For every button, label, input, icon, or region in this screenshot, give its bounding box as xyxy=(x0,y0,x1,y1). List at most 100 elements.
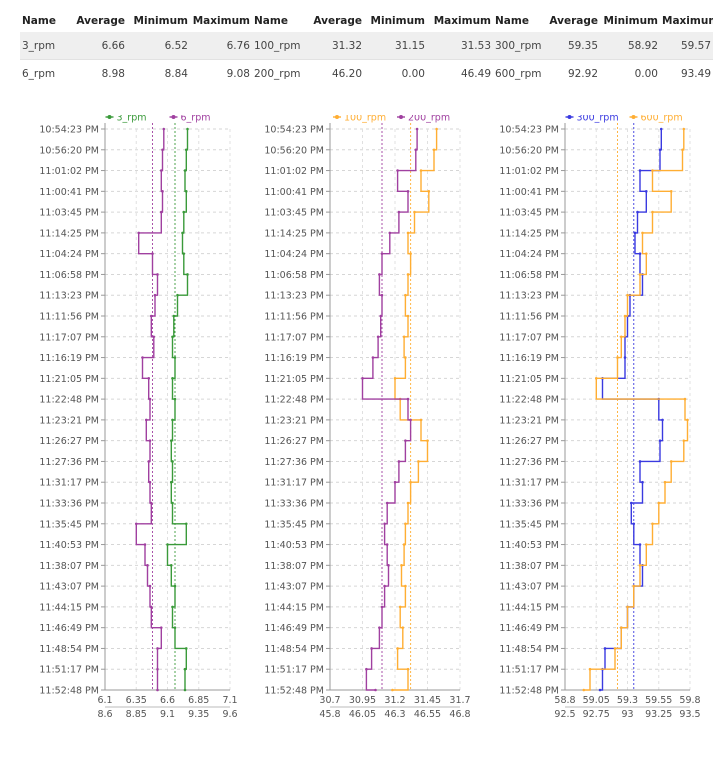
data-point xyxy=(380,252,384,255)
data-point xyxy=(147,377,151,380)
series-line-6_rpm xyxy=(135,129,165,690)
category-label: 11:00:41 PM xyxy=(499,187,559,198)
data-point xyxy=(603,647,607,650)
category-label: 11:44:15 PM xyxy=(499,602,559,613)
data-point xyxy=(148,439,152,442)
category-label: 11:38:07 PM xyxy=(264,561,324,572)
series-line-100_rpm xyxy=(392,129,438,691)
stat-cell: 31.15 xyxy=(364,32,427,60)
stat-cell: 59.35 xyxy=(541,32,600,60)
data-point xyxy=(409,480,412,484)
category-label: 10:56:20 PM xyxy=(39,145,99,156)
axis-1-tick-label: 59.05 xyxy=(583,695,610,706)
category-label: 11:26:27 PM xyxy=(264,436,324,447)
data-point xyxy=(378,626,381,629)
category-label: 11:22:48 PM xyxy=(499,395,559,406)
data-point xyxy=(402,335,406,339)
data-point xyxy=(172,314,176,318)
data-point xyxy=(435,127,438,131)
category-label: 11:14:25 PM xyxy=(39,228,99,239)
category-label: 11:22:48 PM xyxy=(264,395,324,406)
legend: 100_rpm 200_rpm xyxy=(333,115,450,124)
category-label: 11:52:48 PM xyxy=(39,686,99,697)
legend-marker xyxy=(107,115,112,119)
data-point xyxy=(406,190,410,193)
data-point xyxy=(409,252,412,255)
axis-2-tick-label: 46.8 xyxy=(449,709,470,720)
data-point xyxy=(633,231,637,235)
stat-cell: 93.49 xyxy=(660,59,713,87)
axis-1-tick-label: 31.7 xyxy=(449,695,470,706)
category-label: 11:51:17 PM xyxy=(39,665,99,676)
category-label: 11:26:27 PM xyxy=(499,436,559,447)
category-label: 10:54:23 PM xyxy=(39,125,99,136)
data-point xyxy=(148,480,152,484)
data-point xyxy=(638,252,642,255)
axis-1-tick-label: 59.8 xyxy=(679,695,700,706)
data-point xyxy=(404,584,407,588)
data-point xyxy=(184,522,188,526)
data-point xyxy=(182,210,186,214)
axis-2-tick-label: 46.3 xyxy=(384,709,405,720)
stat-cell: 8.84 xyxy=(127,59,190,87)
data-point xyxy=(361,377,364,380)
series-line-600_rpm xyxy=(583,129,689,691)
axis-1-tick-label: 31.45 xyxy=(414,695,441,706)
data-point xyxy=(659,127,663,131)
data-point xyxy=(626,605,629,609)
data-point xyxy=(396,647,399,650)
data-point xyxy=(404,293,407,297)
data-point xyxy=(171,335,174,339)
data-point xyxy=(402,543,406,546)
legend-marker xyxy=(631,115,636,119)
chart-panel-1: 10:54:23 PM 10:56:20 PM 11:01:02 PM 11:00:4… xyxy=(39,115,238,720)
category-label: 11:40:53 PM xyxy=(499,540,559,551)
data-point xyxy=(419,418,423,422)
stat-cell: 58.92 xyxy=(600,32,660,60)
axis-2-tick-label: 9.35 xyxy=(188,709,209,720)
stats-header-row: Name Average Minimum Maximum Name Averag… xyxy=(20,10,713,32)
category-label: 11:22:48 PM xyxy=(39,395,99,406)
data-point xyxy=(641,231,644,235)
category-label: 11:04:24 PM xyxy=(499,249,559,260)
data-point xyxy=(171,460,174,463)
data-point xyxy=(186,273,189,276)
category-label: 11:43:07 PM xyxy=(264,582,324,593)
stat-cell: 31.53 xyxy=(427,32,493,60)
data-point xyxy=(404,356,407,359)
axis-1-tick-label: 58.8 xyxy=(554,695,575,706)
stat-cell: 6.66 xyxy=(67,32,127,60)
axis-2-tick-label: 93 xyxy=(621,709,633,720)
data-point xyxy=(171,501,174,505)
data-point xyxy=(397,210,401,214)
data-point xyxy=(156,688,159,692)
stat-cell: 31.32 xyxy=(304,32,364,60)
category-label: 11:33:36 PM xyxy=(499,499,559,510)
data-point xyxy=(149,314,153,318)
data-point xyxy=(426,439,429,442)
data-point xyxy=(404,439,407,442)
data-point xyxy=(383,522,386,526)
category-label: 11:43:07 PM xyxy=(39,582,99,593)
category-label: 11:01:02 PM xyxy=(499,166,559,177)
data-point xyxy=(398,605,402,609)
data-point xyxy=(616,356,619,359)
data-point xyxy=(385,543,389,546)
legend-marker xyxy=(335,115,339,119)
header-minimum: Minimum xyxy=(370,15,425,27)
data-point xyxy=(173,397,177,401)
data-point xyxy=(582,688,586,692)
data-point xyxy=(432,148,436,152)
legend: 3_rpm 6_rpm xyxy=(105,115,210,124)
header-maximum: Maximum xyxy=(192,15,250,27)
data-point xyxy=(644,190,648,193)
category-label: 11:48:54 PM xyxy=(499,644,559,655)
category-label: 11:31:17 PM xyxy=(499,478,559,489)
stat-cell: 92.92 xyxy=(541,59,600,87)
data-point xyxy=(161,190,164,193)
category-label: 11:11:56 PM xyxy=(264,312,324,323)
data-point xyxy=(406,231,410,235)
data-point xyxy=(184,647,188,650)
data-point xyxy=(152,335,156,339)
data-point xyxy=(681,148,684,152)
